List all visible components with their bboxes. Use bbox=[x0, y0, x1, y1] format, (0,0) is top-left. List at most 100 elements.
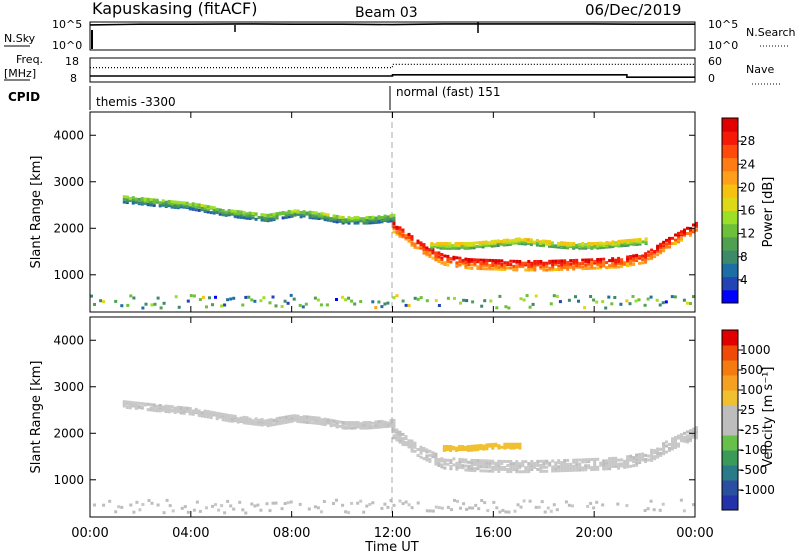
heatmap-cell bbox=[554, 463, 558, 467]
heatmap-cell bbox=[590, 263, 594, 267]
heatmap-cell bbox=[416, 246, 420, 250]
heatmap-cell bbox=[470, 462, 474, 466]
heatmap-cell bbox=[509, 466, 513, 470]
heatmap-cell bbox=[665, 440, 668, 444]
heatmap-cell bbox=[347, 511, 351, 515]
heatmap-cell bbox=[245, 421, 249, 425]
heatmap-cell bbox=[120, 304, 124, 308]
heatmap-cell bbox=[335, 419, 339, 423]
heatmap-cell bbox=[410, 506, 414, 510]
heatmap-cell bbox=[392, 230, 396, 234]
heatmap-cell bbox=[462, 502, 466, 506]
heatmap-cell bbox=[158, 201, 162, 205]
colorbar-swatch bbox=[722, 184, 738, 198]
heatmap-cell bbox=[650, 452, 654, 456]
heatmap-cell bbox=[488, 264, 492, 267]
heatmap-cell bbox=[302, 210, 306, 214]
heatmap-cell bbox=[278, 211, 282, 215]
nave-tick-bottom: 0 bbox=[708, 72, 715, 85]
heatmap-cell bbox=[455, 446, 458, 450]
heatmap-cell bbox=[298, 303, 302, 307]
heatmap-cell bbox=[422, 248, 426, 252]
heatmap-cell bbox=[512, 259, 516, 263]
heatmap-cell bbox=[356, 216, 360, 220]
heatmap-cell bbox=[605, 463, 609, 467]
heatmap-cell bbox=[407, 304, 411, 308]
heatmap-cell bbox=[152, 200, 156, 204]
heatmap-cell bbox=[335, 298, 338, 301]
heatmap-cell bbox=[459, 506, 462, 510]
heatmap-cell bbox=[661, 502, 665, 506]
heatmap-cell bbox=[533, 260, 537, 263]
heatmap-cell bbox=[220, 504, 224, 508]
heatmap-cell bbox=[656, 248, 660, 252]
heatmap-cell bbox=[436, 245, 440, 249]
heatmap-cell bbox=[422, 447, 426, 450]
heatmap-cell bbox=[475, 241, 479, 245]
heatmap-cell bbox=[614, 456, 618, 460]
heatmap-cell bbox=[638, 242, 642, 246]
heatmap-cell bbox=[197, 411, 201, 415]
heatmap-cell bbox=[484, 244, 488, 248]
heatmap-cell bbox=[467, 266, 471, 270]
heatmap-cell bbox=[416, 501, 420, 505]
heatmap-cell bbox=[683, 435, 686, 439]
heatmap-cell bbox=[401, 233, 405, 237]
heatmap-cell bbox=[476, 463, 480, 467]
heatmap-cell bbox=[604, 306, 608, 310]
heatmap-cell bbox=[683, 437, 686, 441]
heatmap-cell bbox=[581, 265, 585, 269]
heatmap-cell bbox=[635, 255, 639, 259]
heatmap-cell bbox=[473, 469, 477, 473]
heatmap-cell bbox=[265, 502, 269, 506]
heatmap-cell bbox=[413, 443, 417, 447]
heatmap-cell bbox=[470, 446, 474, 450]
heatmap-cell bbox=[617, 256, 621, 260]
heatmap-cell bbox=[587, 261, 591, 265]
heatmap-cell bbox=[488, 461, 492, 465]
nsky-panel-frame bbox=[89, 21, 696, 51]
heatmap-cell bbox=[497, 262, 501, 266]
heatmap-cell bbox=[464, 464, 468, 468]
heatmap-cell bbox=[455, 467, 459, 471]
heatmap-cell bbox=[617, 464, 621, 468]
heatmap-cell bbox=[398, 436, 402, 440]
heatmap-cell bbox=[371, 425, 375, 429]
axes-group: 00:00 04:00 08:00 12:00 16:00 20:00 00:0040003… bbox=[53, 112, 714, 541]
heatmap-cell bbox=[452, 463, 456, 467]
heatmap-cell bbox=[146, 402, 150, 406]
heatmap-cell bbox=[614, 460, 618, 464]
heatmap-cell bbox=[537, 505, 541, 509]
heatmap-cell bbox=[614, 458, 618, 462]
colorbar-tick-label: 100 bbox=[740, 383, 763, 397]
heatmap-cell bbox=[161, 405, 165, 409]
heatmap-cell bbox=[590, 261, 594, 265]
heatmap-cell bbox=[593, 459, 597, 463]
heatmap-cell bbox=[692, 433, 695, 437]
heatmap-cell bbox=[473, 461, 477, 464]
heatmap-cell bbox=[232, 296, 236, 300]
heatmap-cell bbox=[662, 247, 666, 251]
heatmap-cell bbox=[530, 468, 534, 471]
heatmap-cell bbox=[410, 443, 414, 447]
heatmap-cell bbox=[419, 447, 423, 451]
heatmap-cell bbox=[521, 464, 525, 468]
heatmap-cell bbox=[500, 262, 504, 266]
heatmap-cell bbox=[587, 460, 591, 464]
heatmap-cell bbox=[572, 466, 576, 470]
heatmap-cell bbox=[623, 463, 627, 467]
colorbar-swatch bbox=[722, 420, 738, 436]
heatmap-cell bbox=[152, 203, 156, 207]
heatmap-cell bbox=[575, 468, 579, 472]
heatmap-cell bbox=[195, 500, 199, 504]
heatmap-cell bbox=[434, 253, 438, 257]
heatmap-cell bbox=[479, 262, 483, 265]
heatmap-cell bbox=[479, 258, 483, 262]
heatmap-cell bbox=[686, 430, 689, 434]
heatmap-cell bbox=[242, 419, 246, 423]
heatmap-cell bbox=[416, 454, 420, 457]
heatmap-cell bbox=[590, 242, 594, 245]
heatmap-cell bbox=[629, 258, 633, 262]
heatmap-cell bbox=[611, 463, 615, 466]
